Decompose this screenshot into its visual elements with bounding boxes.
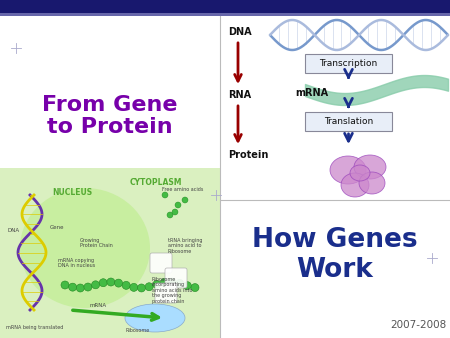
FancyBboxPatch shape (305, 112, 392, 131)
Ellipse shape (359, 172, 385, 194)
Circle shape (172, 209, 178, 215)
Text: RNA: RNA (228, 90, 251, 100)
Circle shape (115, 279, 122, 287)
Text: Protein: Protein (228, 150, 268, 160)
Circle shape (76, 284, 84, 292)
Circle shape (122, 281, 130, 289)
Text: NUCLEUS: NUCLEUS (52, 188, 92, 197)
Text: DNA: DNA (228, 27, 252, 37)
Text: How Genes
Work: How Genes Work (252, 227, 418, 283)
Circle shape (176, 280, 184, 287)
Ellipse shape (125, 304, 185, 332)
FancyBboxPatch shape (155, 283, 177, 303)
Circle shape (137, 284, 145, 292)
Bar (0, 168, 220, 338)
Text: Gene: Gene (50, 225, 64, 230)
Circle shape (153, 281, 161, 288)
Text: Growing
Protein Chain: Growing Protein Chain (80, 238, 113, 248)
Circle shape (61, 281, 69, 289)
Text: Transcription: Transcription (320, 59, 378, 68)
Circle shape (92, 281, 99, 289)
Bar (0, 13, 450, 16)
Circle shape (99, 279, 107, 287)
Circle shape (167, 212, 173, 218)
Circle shape (160, 279, 168, 287)
Circle shape (145, 283, 153, 291)
Text: mRNA: mRNA (295, 88, 328, 98)
Ellipse shape (354, 155, 386, 179)
Bar (0, 0, 450, 13)
Circle shape (107, 278, 115, 286)
Text: 2007-2008: 2007-2008 (390, 320, 446, 330)
Circle shape (69, 283, 76, 291)
Text: Translation: Translation (324, 117, 373, 126)
Text: CYTOPLASM: CYTOPLASM (130, 178, 183, 187)
Text: DNA: DNA (8, 228, 20, 233)
Circle shape (162, 192, 168, 198)
FancyBboxPatch shape (305, 54, 392, 73)
Circle shape (84, 283, 92, 291)
FancyBboxPatch shape (165, 268, 187, 288)
Text: tRNA bringing
amino acid to
Ribosome: tRNA bringing amino acid to Ribosome (168, 238, 202, 254)
Circle shape (191, 284, 199, 292)
Circle shape (175, 202, 181, 208)
Text: mRNA being translated: mRNA being translated (6, 325, 63, 330)
Circle shape (168, 278, 176, 286)
Circle shape (130, 283, 138, 291)
Ellipse shape (350, 165, 370, 181)
Text: Free amino acids: Free amino acids (162, 187, 203, 192)
Ellipse shape (20, 188, 150, 308)
Text: mRNA copying
DNA in nucleus: mRNA copying DNA in nucleus (58, 258, 95, 268)
Text: From Gene
to Protein: From Gene to Protein (42, 95, 178, 138)
Circle shape (182, 197, 188, 203)
FancyBboxPatch shape (150, 253, 172, 273)
Text: mRNA: mRNA (90, 303, 107, 308)
Ellipse shape (341, 173, 369, 197)
Circle shape (183, 282, 191, 290)
Text: Ribosome: Ribosome (126, 328, 150, 333)
Ellipse shape (330, 156, 366, 184)
Text: Ribosome
incorporating
amino acids into
the growing
protein chain: Ribosome incorporating amino acids into … (152, 277, 193, 304)
